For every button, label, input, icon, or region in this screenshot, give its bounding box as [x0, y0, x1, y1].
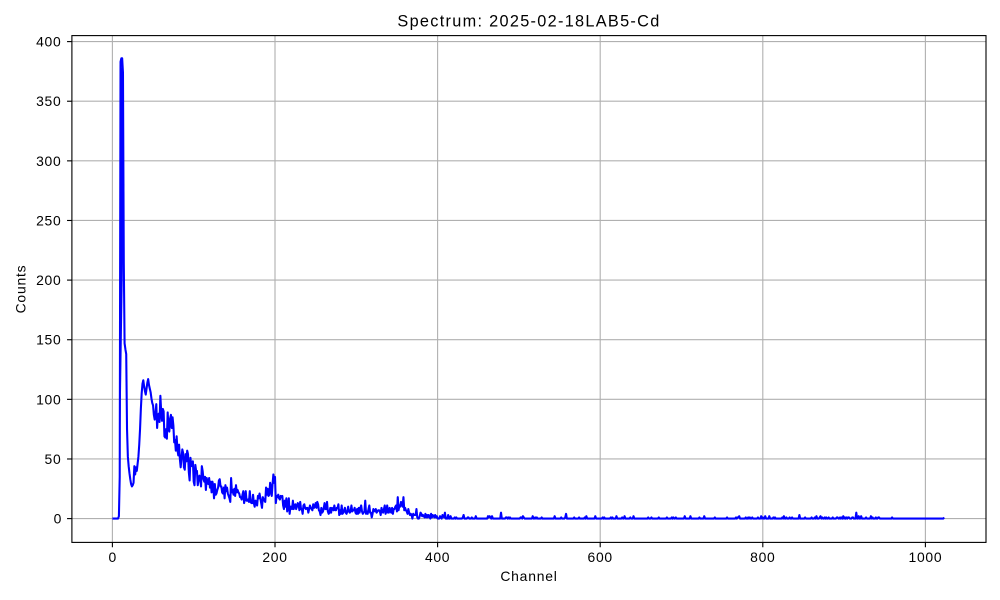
svg-text:50: 50	[45, 451, 62, 467]
svg-text:Spectrum: 2025-02-18LAB5-Cd: Spectrum: 2025-02-18LAB5-Cd	[397, 13, 660, 31]
svg-text:250: 250	[36, 212, 61, 228]
svg-text:400: 400	[425, 549, 450, 565]
svg-text:150: 150	[36, 332, 61, 348]
svg-text:Counts: Counts	[12, 265, 28, 314]
svg-text:800: 800	[750, 549, 775, 565]
svg-text:200: 200	[36, 272, 61, 288]
svg-text:Channel: Channel	[500, 568, 557, 584]
svg-text:0: 0	[109, 549, 117, 565]
svg-text:600: 600	[588, 549, 613, 565]
svg-text:350: 350	[36, 93, 61, 109]
svg-text:100: 100	[36, 391, 61, 407]
svg-text:400: 400	[36, 34, 61, 50]
svg-text:0: 0	[54, 511, 62, 527]
svg-text:1000: 1000	[909, 549, 943, 565]
svg-text:300: 300	[36, 153, 61, 169]
svg-text:200: 200	[262, 549, 287, 565]
